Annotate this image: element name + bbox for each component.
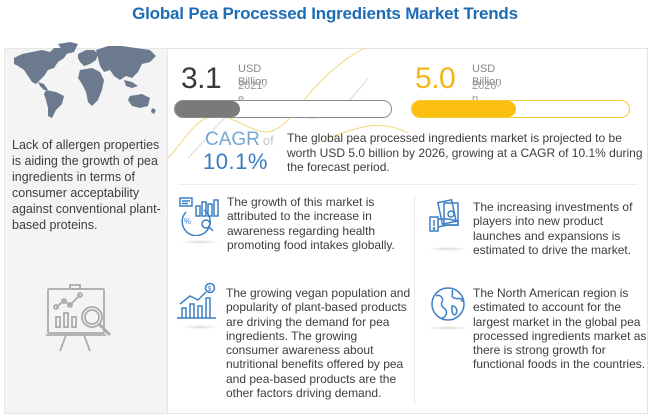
stat-value-2021: 3.1 — [181, 62, 222, 95]
cagr-label: CAGR of — [205, 130, 274, 151]
analytics-report-icon: % — [179, 197, 219, 236]
card-text-north-america: The North American region is estimated t… — [473, 286, 647, 372]
left-panel — [4, 48, 168, 414]
money-hand-icon — [429, 199, 459, 232]
card-text-investments: The increasing investments of players in… — [473, 200, 633, 257]
presentation-analytics-icon — [46, 284, 112, 352]
allergen-insight-text: Lack of allergen properties is aiding th… — [12, 138, 161, 232]
horizontal-divider — [178, 184, 638, 185]
progress-bar-2026 — [411, 100, 630, 118]
world-map-icon — [14, 42, 156, 118]
card-text-vegan: The growing vegan population and popular… — [226, 286, 411, 401]
icon-shadow — [180, 325, 220, 329]
svg-text:%: % — [184, 217, 191, 226]
cagr-value: 10.1% — [203, 149, 268, 174]
icon-shadow — [180, 240, 220, 244]
stat-value-2026: 5.0 — [415, 62, 456, 95]
stat-unit-2026: USD Billion — [472, 63, 502, 88]
page-title: Global Pea Processed Ingredients Market … — [132, 4, 518, 23]
svg-text:$: $ — [208, 286, 212, 293]
icon-shadow — [426, 247, 470, 251]
progress-fill-2021 — [175, 101, 240, 117]
cagr-description: The global pea processed ingredients mar… — [287, 131, 643, 174]
vertical-divider — [414, 195, 415, 405]
cagr-label-text: CAGR — [205, 129, 260, 150]
growth-chart-dollar-icon: $ — [177, 282, 216, 319]
globe-icon — [431, 287, 465, 321]
card-text-awareness: The growth of this market is attributed … — [227, 195, 395, 252]
stat-unit-2021: USD Billion — [238, 63, 268, 88]
progress-fill-2026 — [412, 101, 517, 117]
stat-year-2021: 2021-e — [238, 80, 267, 105]
cagr-of-text: of — [262, 133, 274, 148]
stat-year-2026: 2026-p — [472, 80, 501, 105]
progress-bar-2021 — [174, 100, 392, 118]
icon-shadow — [426, 326, 470, 330]
